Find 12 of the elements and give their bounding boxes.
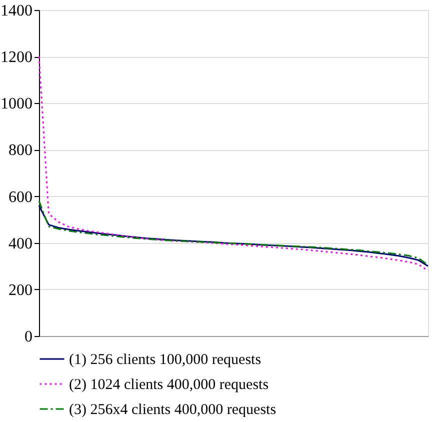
y-tick-label: 1400 — [0, 2, 32, 20]
y-tick-label: 800 — [8, 142, 32, 160]
y-tick-label: 0 — [24, 328, 32, 346]
y-tick-label: 1200 — [0, 49, 32, 66]
line-series — [38, 56, 429, 272]
legend-label: (1) 256 clients 100,000 requests — [69, 352, 262, 368]
y-tick-label: 200 — [8, 282, 32, 299]
y-tick-label: 600 — [8, 188, 32, 206]
legend-label: (3) 256x4 clients 400,000 requests — [69, 402, 276, 418]
y-tick-label: 1000 — [0, 96, 32, 113]
y-tick-label: 400 — [8, 235, 32, 252]
legend-label: (2) 1024 clients 400,000 requests — [69, 377, 269, 393]
